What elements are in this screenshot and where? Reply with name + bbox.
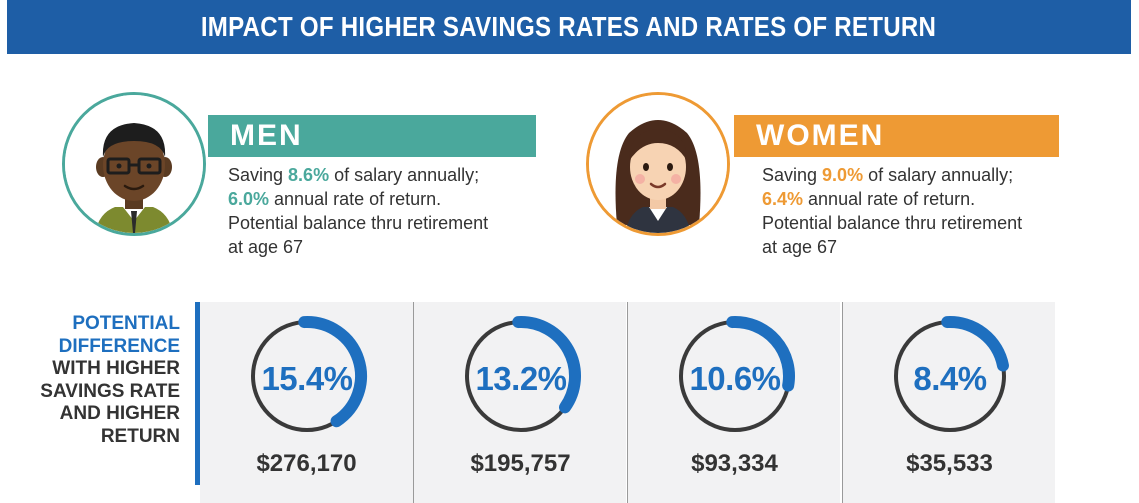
gauge-arc: [726, 316, 795, 392]
difference-panels: 15.4% $276,170 13.2% $195,757 10.6% $93,…: [200, 302, 1139, 503]
men-return-rate: 6.0%: [228, 189, 270, 209]
page-title: IMPACT OF HIGHER SAVINGS RATES AND RATES…: [201, 11, 937, 42]
side-divider: [195, 302, 200, 485]
label-line-5: AND HIGHER: [59, 403, 180, 424]
woman-avatar-icon: [586, 92, 730, 236]
men-desc-line1: Saving 8.6% of salary annually;: [228, 163, 548, 187]
difference-panel: 15.4% $276,170: [200, 302, 413, 503]
difference-panel: 10.6% $93,334: [627, 302, 840, 503]
amount-value: $276,170: [256, 450, 357, 477]
women-name-bar: WOMEN: [734, 115, 1059, 157]
men-desc-line4: at age 67: [228, 237, 304, 257]
women-description: Saving 9.0% of salary annually; 6.4% ann…: [762, 163, 1082, 259]
gauge-arc: [512, 316, 581, 414]
label-line-1: POTENTIAL: [72, 313, 180, 334]
men-desc-line3: Potential balance thru retirement: [228, 213, 489, 233]
amount-value: $195,757: [470, 450, 571, 477]
women-desc-line2: 6.4% annual rate of return.: [762, 187, 1082, 211]
women-return-rate: 6.4%: [762, 189, 804, 209]
percent-gauge: [465, 316, 581, 432]
percent-gauge: [251, 316, 367, 432]
women-desc-suffix2: annual rate of return.: [803, 189, 976, 209]
percent-gauge: [894, 316, 1009, 432]
label-line-6: RETURN: [100, 425, 180, 447]
title-banner: IMPACT OF HIGHER SAVINGS RATES AND RATES…: [7, 0, 1131, 54]
men-name: MEN: [230, 119, 303, 152]
potential-difference-label: POTENTIAL DIFFERENCE WITH HIGHER SAVINGS…: [20, 313, 180, 448]
difference-panel: 13.2% $195,757: [413, 302, 626, 503]
women-savings-rate: 9.0%: [822, 165, 864, 185]
gauge-arc: [298, 316, 367, 428]
men-desc-suffix2: annual rate of return.: [269, 189, 442, 209]
label-line-4: SAVINGS RATE: [40, 380, 180, 402]
men-description: Saving 8.6% of salary annually; 6.0% ann…: [228, 163, 548, 259]
amount-value: $35,533: [906, 450, 993, 477]
men-desc-line2: 6.0% annual rate of return.: [228, 187, 548, 211]
label-line-3: WITH HIGHER: [52, 358, 180, 379]
percent-value: 10.6%: [689, 360, 781, 397]
percent-value: 8.4%: [913, 360, 987, 397]
man-avatar-icon: [62, 92, 206, 236]
men-desc-prefix: Saving: [228, 165, 289, 185]
women-name: WOMEN: [756, 119, 885, 152]
men-desc-suffix1: of salary annually;: [329, 165, 480, 185]
women-desc-prefix: Saving: [762, 165, 823, 185]
men-name-bar: MEN: [208, 115, 536, 157]
amount-value: $93,334: [691, 450, 778, 477]
gauge-arc: [941, 316, 1009, 372]
percent-gauge: [679, 316, 795, 432]
label-line-2: DIFFERENCE: [58, 335, 180, 357]
difference-panel: 8.4% $35,533: [842, 302, 1055, 503]
women-desc-line1: Saving 9.0% of salary annually;: [762, 163, 1082, 187]
women-desc-line4: at age 67: [762, 237, 838, 257]
men-savings-rate: 8.6%: [288, 165, 330, 185]
percent-value: 13.2%: [475, 360, 567, 397]
women-desc-suffix1: of salary annually;: [863, 165, 1014, 185]
percent-value: 15.4%: [261, 360, 353, 397]
women-desc-line3: Potential balance thru retirement: [762, 213, 1023, 233]
